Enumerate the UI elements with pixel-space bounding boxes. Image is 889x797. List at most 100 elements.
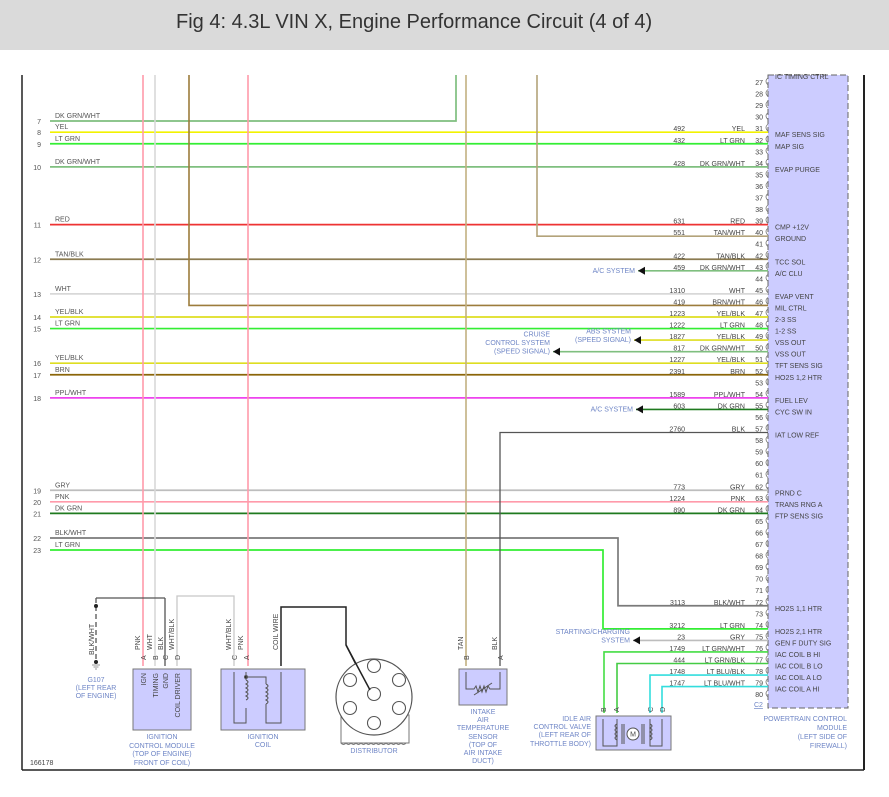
iat-pin-label: B: [464, 655, 471, 660]
row-number: 20: [33, 500, 41, 507]
pcm-pin-function: HO2S 2,1 HTR: [775, 629, 822, 636]
arrow-left-icon: [553, 347, 560, 356]
row-wire-color-label: DK GRN/WHT: [55, 113, 101, 120]
wire-row-22: [50, 537, 768, 607]
wire-color-label: LT GRN/BLK: [705, 658, 746, 665]
connector-terminal-icon: [765, 262, 769, 271]
circuit-number: 1747: [669, 681, 685, 688]
connector-terminal-icon: [765, 574, 769, 582]
connector-terminal-icon: [765, 458, 769, 467]
circuit-number: 1589: [669, 392, 685, 399]
circuit-number: 492: [673, 126, 685, 133]
row-wire-color-label: BRN: [55, 367, 70, 374]
coil-name-line: COIL: [255, 742, 271, 749]
wire-color-label: DK GRN/WHT: [700, 346, 746, 353]
row-wire-color-label: WHT: [55, 286, 72, 293]
distributor-label: DISTRIBUTOR: [350, 748, 397, 755]
iat-name-line: AIR: [477, 717, 489, 724]
wire-color-label: LT GRN: [720, 323, 745, 330]
pcm-pin-function: CMP +12V: [775, 225, 809, 232]
pcm-pin-number: 56: [755, 415, 763, 422]
iac-pin-label: C: [648, 707, 655, 712]
row-number: 15: [33, 327, 41, 334]
row-number: 9: [37, 142, 41, 149]
pcm-pin-number: 67: [755, 542, 763, 549]
circuit-number: 551: [673, 230, 685, 237]
figure-title: Fig 4: 4.3L VIN X, Engine Performance Ci…: [176, 11, 653, 33]
row-wire-color-label: YEL: [55, 124, 68, 131]
pcm-pin-number: 36: [755, 184, 763, 191]
circuit-number: 773: [673, 484, 685, 491]
pcm-pin-function: VSS OUT: [775, 352, 806, 359]
connector-terminal-icon: [765, 678, 769, 686]
connector-terminal-icon: [765, 435, 769, 444]
connector-terminal-icon: [765, 632, 769, 640]
connector-terminal-icon: [765, 620, 769, 629]
connector-terminal-icon: [765, 412, 769, 421]
row-wire-color-label: DK GRN: [55, 505, 82, 512]
pcm-pin-number: 79: [755, 681, 763, 688]
circuit-number: 1224: [669, 496, 685, 503]
pcm-pin-function: HO2S 1,2 HTR: [775, 375, 822, 382]
connector-terminal-icon: [765, 285, 769, 294]
pcm-pin-number: 75: [755, 634, 763, 641]
icm-pin-label: D: [175, 655, 182, 660]
ground-icon: [92, 664, 100, 670]
pcm-name-line: (LEFT SIDE OF: [798, 734, 847, 741]
iac-pin-label: B: [601, 707, 608, 712]
pcm-pin-number: 57: [755, 427, 763, 434]
iat-name-line: TEMPERATURE: [457, 725, 510, 732]
system-reference-label: CONTROL SYSTEM: [485, 340, 550, 347]
pcm-pin-function: EVAP PURGE: [775, 167, 820, 174]
pcm-pin-number: 51: [755, 357, 763, 364]
pcm-pin-number: 62: [755, 484, 763, 491]
row-wire-color-label: PPL/WHT: [55, 390, 87, 397]
connector-terminal-icon: [765, 447, 769, 455]
connector-terminal-icon: [765, 389, 769, 398]
motor-label: M: [630, 732, 636, 739]
wire-pin-57: [499, 431, 768, 666]
wire-color-label: TAN/WHT: [714, 230, 746, 237]
row-number: 13: [33, 292, 41, 299]
wire-color-label: LT GRN: [720, 138, 745, 145]
pcm-pin-number: 74: [755, 623, 763, 630]
arrow-left-icon: [638, 266, 645, 275]
pcm-pin-function: PRND C: [775, 490, 802, 497]
pcm-pin-number: 58: [755, 438, 763, 445]
pcm-connector-label: C2: [754, 702, 763, 709]
pcm-pin-number: 39: [755, 219, 763, 226]
pcm-pin-function: CYC SW IN: [775, 409, 812, 416]
figure-id: 166178: [30, 760, 53, 767]
wire-color-label: WHT: [729, 288, 746, 295]
row-number: 22: [33, 536, 41, 543]
icm-wire-label: BLK: [158, 636, 165, 650]
icm-terminal-label: IGN: [141, 673, 148, 685]
circuit-number: 432: [673, 138, 685, 145]
row-number: 11: [34, 223, 41, 230]
pcm-pin-function: FTP SENS SIG: [775, 513, 823, 520]
connector-terminal-icon: [765, 470, 769, 478]
connector-terminal-icon: [765, 146, 769, 155]
pcm-pin-function: MIL CTRL: [775, 305, 807, 312]
ground-name-line: OF ENGINE): [76, 693, 117, 700]
circuit-number: 603: [673, 403, 685, 410]
wire-pin-77: [616, 662, 768, 713]
connector-terminal-icon: [765, 562, 769, 571]
connector-terminal-icon: [765, 250, 769, 259]
circuit-number: 444: [673, 658, 685, 665]
connector-terminal-icon: [765, 181, 769, 190]
pcm-pin-function: TCC SOL: [775, 259, 805, 266]
motor-icon: [626, 727, 640, 741]
labels-layer: 7 DK GRN/WHT 8 YEL 9 LT GRN 10 DK GRN/WHT 11 RED 1…: [33, 80, 831, 699]
pcm-pin-number: 60: [755, 461, 763, 468]
pcm-pin-number: 32: [755, 138, 763, 145]
row-wire-color-label: GRY: [55, 482, 70, 489]
connector-terminal-icon: [765, 516, 769, 525]
icm-terminal-label: TIMING: [153, 673, 160, 698]
row-number: 7: [37, 119, 41, 126]
wire-color-label: YEL/BLK: [717, 311, 746, 318]
wire-color-label: PPL/WHT: [714, 392, 746, 399]
wire-pin-40: [536, 75, 768, 237]
wire-color-label: LT BLU/WHT: [704, 681, 746, 688]
pcm-pin-number: 28: [755, 92, 763, 99]
